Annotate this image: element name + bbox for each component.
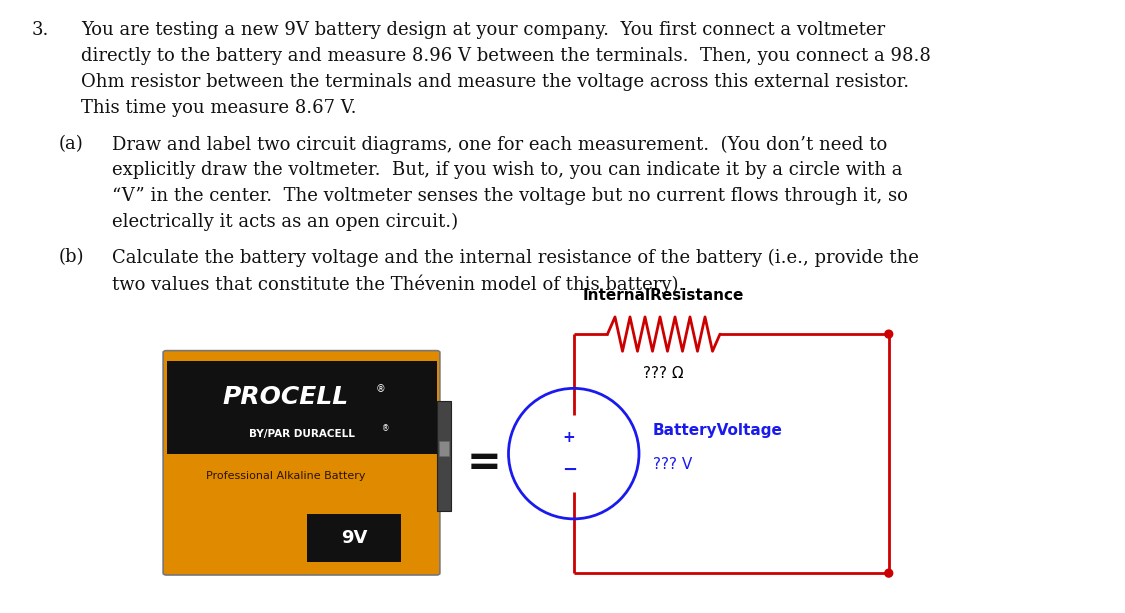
Bar: [307, 514, 402, 562]
Text: electrically it acts as an open circuit.): electrically it acts as an open circuit.…: [112, 213, 459, 231]
Text: 3.: 3.: [32, 21, 48, 39]
Text: ®: ®: [382, 424, 389, 433]
Text: directly to the battery and measure 8.96 V between the terminals.  Then, you con: directly to the battery and measure 8.96…: [81, 47, 930, 65]
Text: PROCELL: PROCELL: [223, 384, 349, 408]
Text: “V” in the center.  The voltmeter senses the voltage but no current flows throug: “V” in the center. The voltmeter senses …: [112, 187, 908, 205]
Text: BY/PAR DURACELL: BY/PAR DURACELL: [249, 428, 354, 438]
Text: +: +: [562, 430, 576, 445]
Text: Calculate the battery voltage and the internal resistance of the battery (i.e., : Calculate the battery voltage and the in…: [112, 248, 919, 267]
Text: ??? Ω: ??? Ω: [644, 366, 684, 381]
Text: ®: ®: [376, 384, 386, 394]
Ellipse shape: [885, 330, 893, 338]
Text: Professional Alkaline Battery: Professional Alkaline Battery: [206, 471, 364, 481]
Bar: [166, 361, 436, 454]
Text: 9V: 9V: [341, 529, 368, 547]
Bar: [436, 401, 451, 511]
Ellipse shape: [885, 569, 893, 577]
Text: −: −: [561, 460, 577, 479]
Text: InternalResistance: InternalResistance: [583, 288, 745, 303]
Text: Draw and label two circuit diagrams, one for each measurement.  (You don’t need : Draw and label two circuit diagrams, one…: [112, 135, 888, 154]
Bar: [439, 441, 449, 456]
Text: ??? V: ??? V: [652, 457, 692, 471]
Text: two values that constitute the Thévenin model of this battery).: two values that constitute the Thévenin …: [112, 274, 685, 294]
Text: =: =: [467, 442, 501, 484]
Text: You are testing a new 9V battery design at your company.  You first connect a vo: You are testing a new 9V battery design …: [81, 21, 885, 39]
FancyBboxPatch shape: [163, 351, 440, 575]
Text: explicitly draw the voltmeter.  But, if you wish to, you can indicate it by a ci: explicitly draw the voltmeter. But, if y…: [112, 161, 903, 179]
Text: (a): (a): [58, 135, 83, 153]
Text: This time you measure 8.67 V.: This time you measure 8.67 V.: [81, 99, 357, 116]
Text: BatteryVoltage: BatteryVoltage: [652, 424, 782, 438]
Text: Ohm resistor between the terminals and measure the voltage across this external : Ohm resistor between the terminals and m…: [81, 73, 909, 91]
Text: (b): (b): [58, 248, 84, 266]
